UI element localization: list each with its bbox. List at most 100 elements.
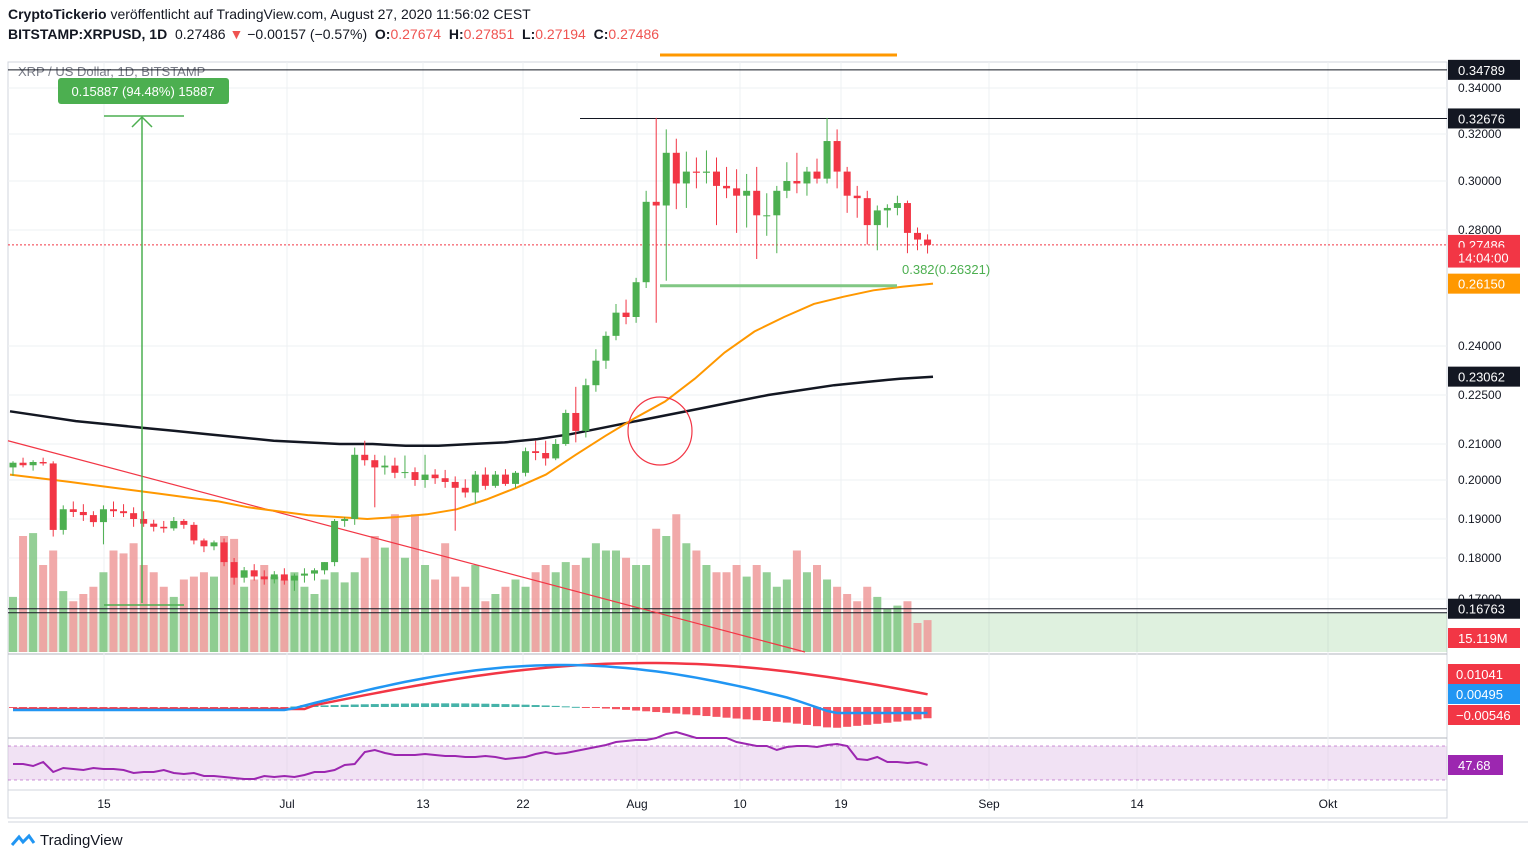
symbol-label[interactable]: BITSTAMP:XRPUSD, 1D <box>8 26 168 42</box>
macd-histogram-bar <box>189 707 198 708</box>
candle-body <box>501 474 509 484</box>
down-arrow-icon: ▼ <box>229 26 244 42</box>
ma-200-line <box>9 375 934 448</box>
volume-bar <box>873 596 882 652</box>
close-label: C: <box>593 26 609 42</box>
macd-histogram-bar <box>782 707 791 723</box>
macd-histogram-bar <box>49 707 58 708</box>
volume-bar <box>491 594 500 652</box>
volume-bar <box>29 533 38 652</box>
low-label: L: <box>522 26 536 42</box>
plot-frame <box>7 61 1448 819</box>
candle-body <box>260 576 268 580</box>
price-axis-badge <box>1448 273 1520 294</box>
volume-bar <box>591 543 600 652</box>
y-tick-label: 0.19000 <box>1458 512 1502 526</box>
volume-bar <box>169 596 178 652</box>
price-axis-badge <box>1448 108 1520 129</box>
price-axis-label: 0.32676 <box>1458 111 1505 126</box>
volume-bar <box>742 576 751 652</box>
macd-histogram-bar <box>541 705 550 707</box>
macd-histogram-bar <box>79 707 88 708</box>
volume-bar <box>461 586 470 652</box>
macd-histogram-bar <box>752 707 761 721</box>
macd-histogram-bar <box>601 707 610 709</box>
publisher-name[interactable]: CryptoTickerio <box>8 6 107 22</box>
volume-bar <box>390 514 399 652</box>
candle-body <box>300 573 308 576</box>
macd-histogram-bar <box>561 706 570 708</box>
candle-body <box>110 509 117 512</box>
volume-bar <box>853 601 862 652</box>
candle-body <box>572 412 580 431</box>
rsi-line <box>13 730 928 780</box>
measure-label-bg <box>58 78 229 104</box>
macd-histogram-bar <box>230 707 239 708</box>
y-tick-label: 0.22500 <box>1458 388 1502 402</box>
macd-histogram-bar <box>873 707 882 724</box>
macd-histogram-bar <box>360 704 369 707</box>
macd-histogram-bar <box>270 707 279 708</box>
volume-bar <box>682 543 691 652</box>
volume-bar <box>843 594 852 652</box>
candle-body <box>773 190 781 216</box>
candle-body <box>893 203 901 208</box>
price-change: −0.00157 (−0.57%) <box>247 26 368 42</box>
volume-bar <box>350 572 359 652</box>
volume-bar <box>79 594 88 652</box>
candle-body <box>903 203 911 233</box>
candle-body <box>311 570 318 574</box>
candle-body <box>411 472 419 480</box>
candle-body <box>662 152 670 206</box>
volume-bar <box>69 601 78 652</box>
candle-body <box>763 215 771 217</box>
macd-axis-label: −0.00546 <box>1456 708 1511 723</box>
x-tick-label: Sep <box>978 797 1000 811</box>
candle-body <box>99 509 107 523</box>
macd-line <box>13 663 928 715</box>
candle-body <box>190 524 198 541</box>
volume-bar <box>521 586 530 652</box>
candle-body <box>863 198 871 226</box>
macd-histogram-bar <box>481 703 490 707</box>
candle-body <box>924 239 932 245</box>
candle-body <box>220 542 228 563</box>
macd-axis-badge <box>1448 705 1520 725</box>
volume-bar <box>59 591 68 652</box>
macd-histogram-bar <box>792 707 801 724</box>
volume-bar <box>672 514 681 652</box>
tradingview-footer[interactable]: TradingView <box>10 832 123 849</box>
measure-arrowhead <box>131 115 153 128</box>
candle-body <box>723 185 731 189</box>
candle-body <box>833 141 841 172</box>
volume-bar <box>531 572 540 652</box>
y-tick-label: 0.21000 <box>1458 437 1502 451</box>
volume-bar <box>441 543 450 652</box>
candle-body <box>612 312 620 336</box>
candle-body <box>853 195 861 199</box>
candle-body <box>823 141 831 179</box>
macd-histogram-bar <box>119 707 128 708</box>
price-axis-label: 0.34789 <box>1458 63 1505 78</box>
macd-histogram-bar <box>250 707 259 708</box>
macd-histogram-bar <box>179 707 188 708</box>
volume-bar <box>300 586 309 652</box>
candle-body <box>381 465 389 468</box>
macd-histogram-bar <box>431 703 440 707</box>
macd-histogram-bar <box>571 706 580 708</box>
macd-histogram-bar <box>199 707 208 708</box>
macd-histogram-bar <box>9 707 17 708</box>
candle-body <box>130 513 138 519</box>
descending-trendline <box>7 440 806 653</box>
macd-histogram-bar <box>411 703 419 707</box>
macd-histogram-bar <box>390 703 399 707</box>
candle-body <box>582 385 590 431</box>
rsi-axis-badge <box>1448 755 1503 775</box>
candle-body <box>813 171 821 179</box>
volume-bar <box>802 572 811 652</box>
candle-body <box>753 190 761 216</box>
volume-bar <box>581 557 590 652</box>
price-axis-label: 0.16763 <box>1458 602 1505 617</box>
macd-histogram-bar <box>441 703 450 707</box>
